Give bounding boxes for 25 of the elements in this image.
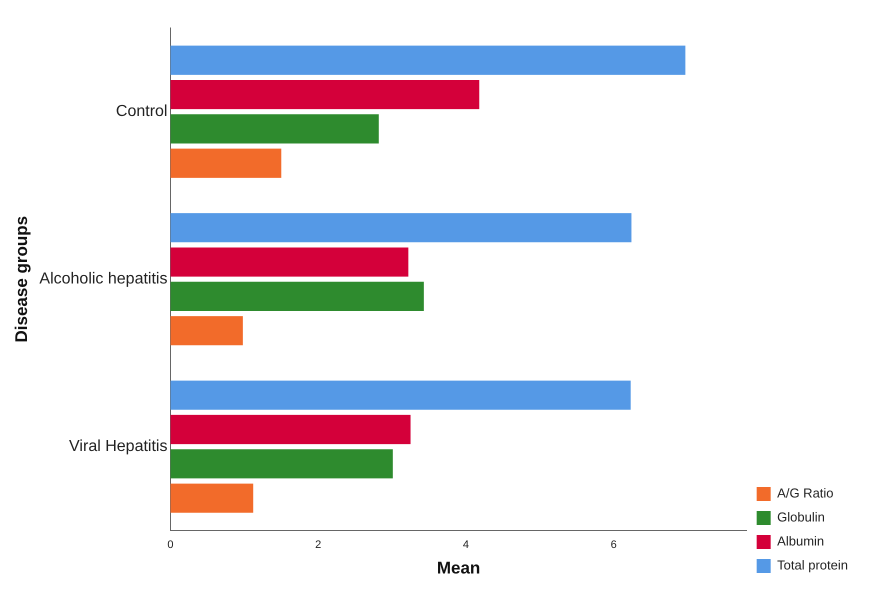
y-tick-label: Viral Hepatitis <box>69 438 168 456</box>
bar <box>170 449 393 478</box>
y-tick-label: Control <box>116 103 168 120</box>
x-tick-label: 4 <box>462 539 470 552</box>
x-tick-label: 0 <box>167 539 174 552</box>
x-tick-label: 2 <box>315 539 322 552</box>
x-tick-label: 6 <box>610 539 617 552</box>
bar <box>170 484 254 513</box>
bar <box>170 114 379 144</box>
bar <box>170 247 408 277</box>
legend-label: Total protein <box>777 558 848 573</box>
legend-label: A/G Ratio <box>777 486 834 501</box>
bar <box>170 414 411 444</box>
x-axis-title: Mean <box>436 558 480 578</box>
bar <box>170 46 686 75</box>
bar <box>170 213 632 242</box>
y-tick-label: Alcoholic hepatitis <box>39 270 168 288</box>
bar <box>170 380 631 410</box>
y-axis-title: Disease groups <box>12 216 31 343</box>
legend-label: Globulin <box>777 510 825 525</box>
bar <box>170 282 424 311</box>
bar <box>170 316 243 346</box>
legend-label: Albumin <box>777 534 824 549</box>
bar <box>170 148 282 178</box>
bar <box>170 80 480 110</box>
